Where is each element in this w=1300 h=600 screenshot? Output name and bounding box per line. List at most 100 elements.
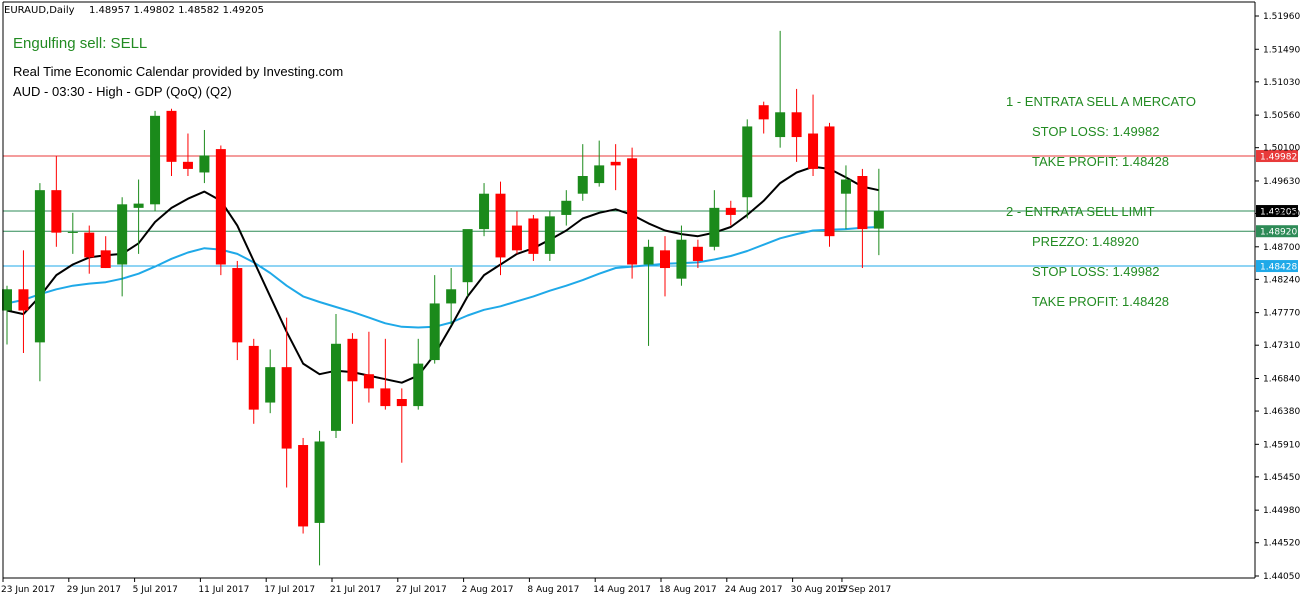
candles (2, 30, 884, 566)
candle-body-bull (67, 231, 78, 233)
candle-body-bull (643, 246, 654, 265)
price-tick-label: 1.46840 (1263, 374, 1300, 384)
candle-body-bull (446, 289, 457, 304)
ma-slow-line (6, 226, 879, 329)
candle-body-bull (413, 363, 424, 407)
take-profit-tag (1256, 260, 1298, 273)
candle-body-bear (396, 399, 407, 407)
trade1-title: 1 - ENTRATA SELL A MERCATO (1006, 94, 1196, 109)
candle-body-bull (199, 155, 210, 173)
candle-body-bear (528, 218, 539, 254)
stop-loss-tag-label: 1.49982 (1260, 153, 1297, 163)
candle-body-bear (660, 250, 670, 269)
price-tick-label: 1.51960 (1263, 12, 1300, 22)
candle-body-bull (331, 343, 341, 431)
candle-body-bear (627, 158, 638, 265)
candle-body-bear (51, 190, 62, 233)
trade1-stop-loss: STOP LOSS: 1.49982 (1032, 124, 1159, 139)
time-tick-label: 8 Aug 2017 (527, 585, 579, 595)
candle-body-bear (84, 232, 95, 258)
candle-body-bear (725, 207, 736, 215)
time-tick-label: 14 Aug 2017 (593, 585, 651, 595)
candle-body-bear (824, 126, 835, 237)
price-tick-label: 1.49170 (1263, 210, 1300, 220)
candle-body-bull (133, 203, 144, 208)
time-tick-label: 23 Jun 2017 (1, 585, 55, 595)
candle-body-bear (18, 289, 29, 311)
trade2-take-profit: TAKE PROFIT: 1.48428 (1032, 294, 1169, 309)
sell-limit-entry-tag (1256, 225, 1298, 238)
candle-body-bear (281, 367, 292, 449)
candle-body-bear (298, 445, 309, 527)
take-profit-tag-label: 1.48428 (1260, 263, 1297, 273)
candle-body-bear (363, 374, 374, 389)
current-price-tag (1256, 205, 1298, 218)
time-tick-label: 11 Jul 2017 (198, 585, 249, 595)
candle-body-bear (215, 149, 226, 265)
time-tick-label: 21 Jul 2017 (330, 585, 381, 595)
candle-body-bear (857, 176, 868, 230)
candle-body-bear (182, 161, 193, 169)
candle-body-bull (2, 289, 12, 311)
price-tick-label: 1.44980 (1263, 506, 1300, 516)
price-tick-label: 1.48240 (1263, 275, 1300, 285)
time-tick-label: 29 Jun 2017 (67, 585, 121, 595)
candle-body-bear (347, 338, 358, 382)
time-tick-label: 18 Aug 2017 (659, 585, 717, 595)
stop-loss-tag (1256, 150, 1298, 163)
candle-body-bear (166, 110, 177, 162)
price-tick-label: 1.50100 (1263, 144, 1300, 154)
candle-body-bull (840, 179, 851, 194)
candle-body-bear (380, 388, 391, 407)
candle-body-bear (232, 268, 243, 343)
candle-body-bull (34, 190, 45, 343)
time-tick-label: 30 Aug 2017 (791, 585, 849, 595)
trade1-take-profit: TAKE PROFIT: 1.48428 (1032, 154, 1169, 169)
calendar-event-label: AUD - 03:30 - High - GDP (QoQ) (Q2) (13, 84, 232, 99)
candle-body-bull (117, 204, 128, 265)
price-tick-label: 1.51490 (1263, 45, 1300, 55)
candle-body-bull (561, 200, 572, 215)
candle-body-bull (544, 216, 555, 254)
chart-symbol-title: EURAUD,Daily (4, 5, 75, 16)
trade2-stop-loss: STOP LOSS: 1.49982 (1032, 264, 1159, 279)
candle-body-bear (495, 193, 506, 258)
ma-fast-line (6, 165, 880, 384)
candle-body-bull (709, 207, 720, 247)
candle-body-bull (775, 112, 786, 138)
time-tick-label: 5 Sep 2017 (840, 585, 891, 595)
trade2-price: PREZZO: 1.48920 (1032, 234, 1139, 249)
time-tick-label: 2 Aug 2017 (462, 585, 514, 595)
candle-body-bull (479, 193, 490, 230)
price-tick-label: 1.45450 (1263, 473, 1300, 483)
trade2-title: 2 - ENTRATA SELL LIMIT (1006, 204, 1155, 219)
price-tick-label: 1.45910 (1263, 440, 1300, 450)
time-tick-label: 24 Aug 2017 (725, 585, 783, 595)
signal-label: Engulfing sell: SELL (13, 35, 147, 52)
price-tick-label: 1.47770 (1263, 309, 1300, 319)
time-tick-label: 27 Jul 2017 (396, 585, 447, 595)
price-tick-label: 1.48700 (1263, 243, 1300, 253)
current-price-tag-label: 1.49205 (1260, 208, 1297, 218)
price-tick-label: 1.50560 (1263, 111, 1300, 121)
price-tick-label: 1.44520 (1263, 539, 1300, 549)
candle-body-bull (742, 126, 753, 198)
time-tick-label: 5 Jul 2017 (133, 585, 178, 595)
candle-body-bear (100, 250, 111, 269)
candle-body-bear (610, 161, 621, 166)
candle-body-bear (758, 105, 769, 120)
candle-body-bull (314, 441, 325, 523)
price-tick-label: 1.49630 (1263, 177, 1300, 187)
calendar-provider-label: Real Time Economic Calendar provided by … (13, 64, 343, 79)
candle-body-bear (808, 133, 819, 169)
candle-body-bull (676, 239, 687, 279)
candle-body-bear (511, 225, 522, 251)
chart-ohlc-readout: 1.48957 1.49802 1.48582 1.49205 (89, 5, 264, 16)
candle-body-bull (594, 165, 605, 184)
price-tick-label: 1.44050 (1263, 572, 1300, 582)
candle-body-bull (150, 115, 161, 205)
price-tick-label: 1.47310 (1263, 341, 1300, 351)
